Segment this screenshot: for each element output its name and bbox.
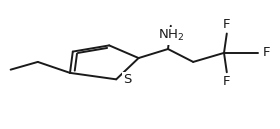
Text: S: S [123, 73, 132, 86]
Text: NH$_2$: NH$_2$ [158, 28, 184, 43]
Text: F: F [223, 75, 230, 88]
Text: F: F [263, 46, 271, 59]
Text: F: F [223, 18, 230, 31]
